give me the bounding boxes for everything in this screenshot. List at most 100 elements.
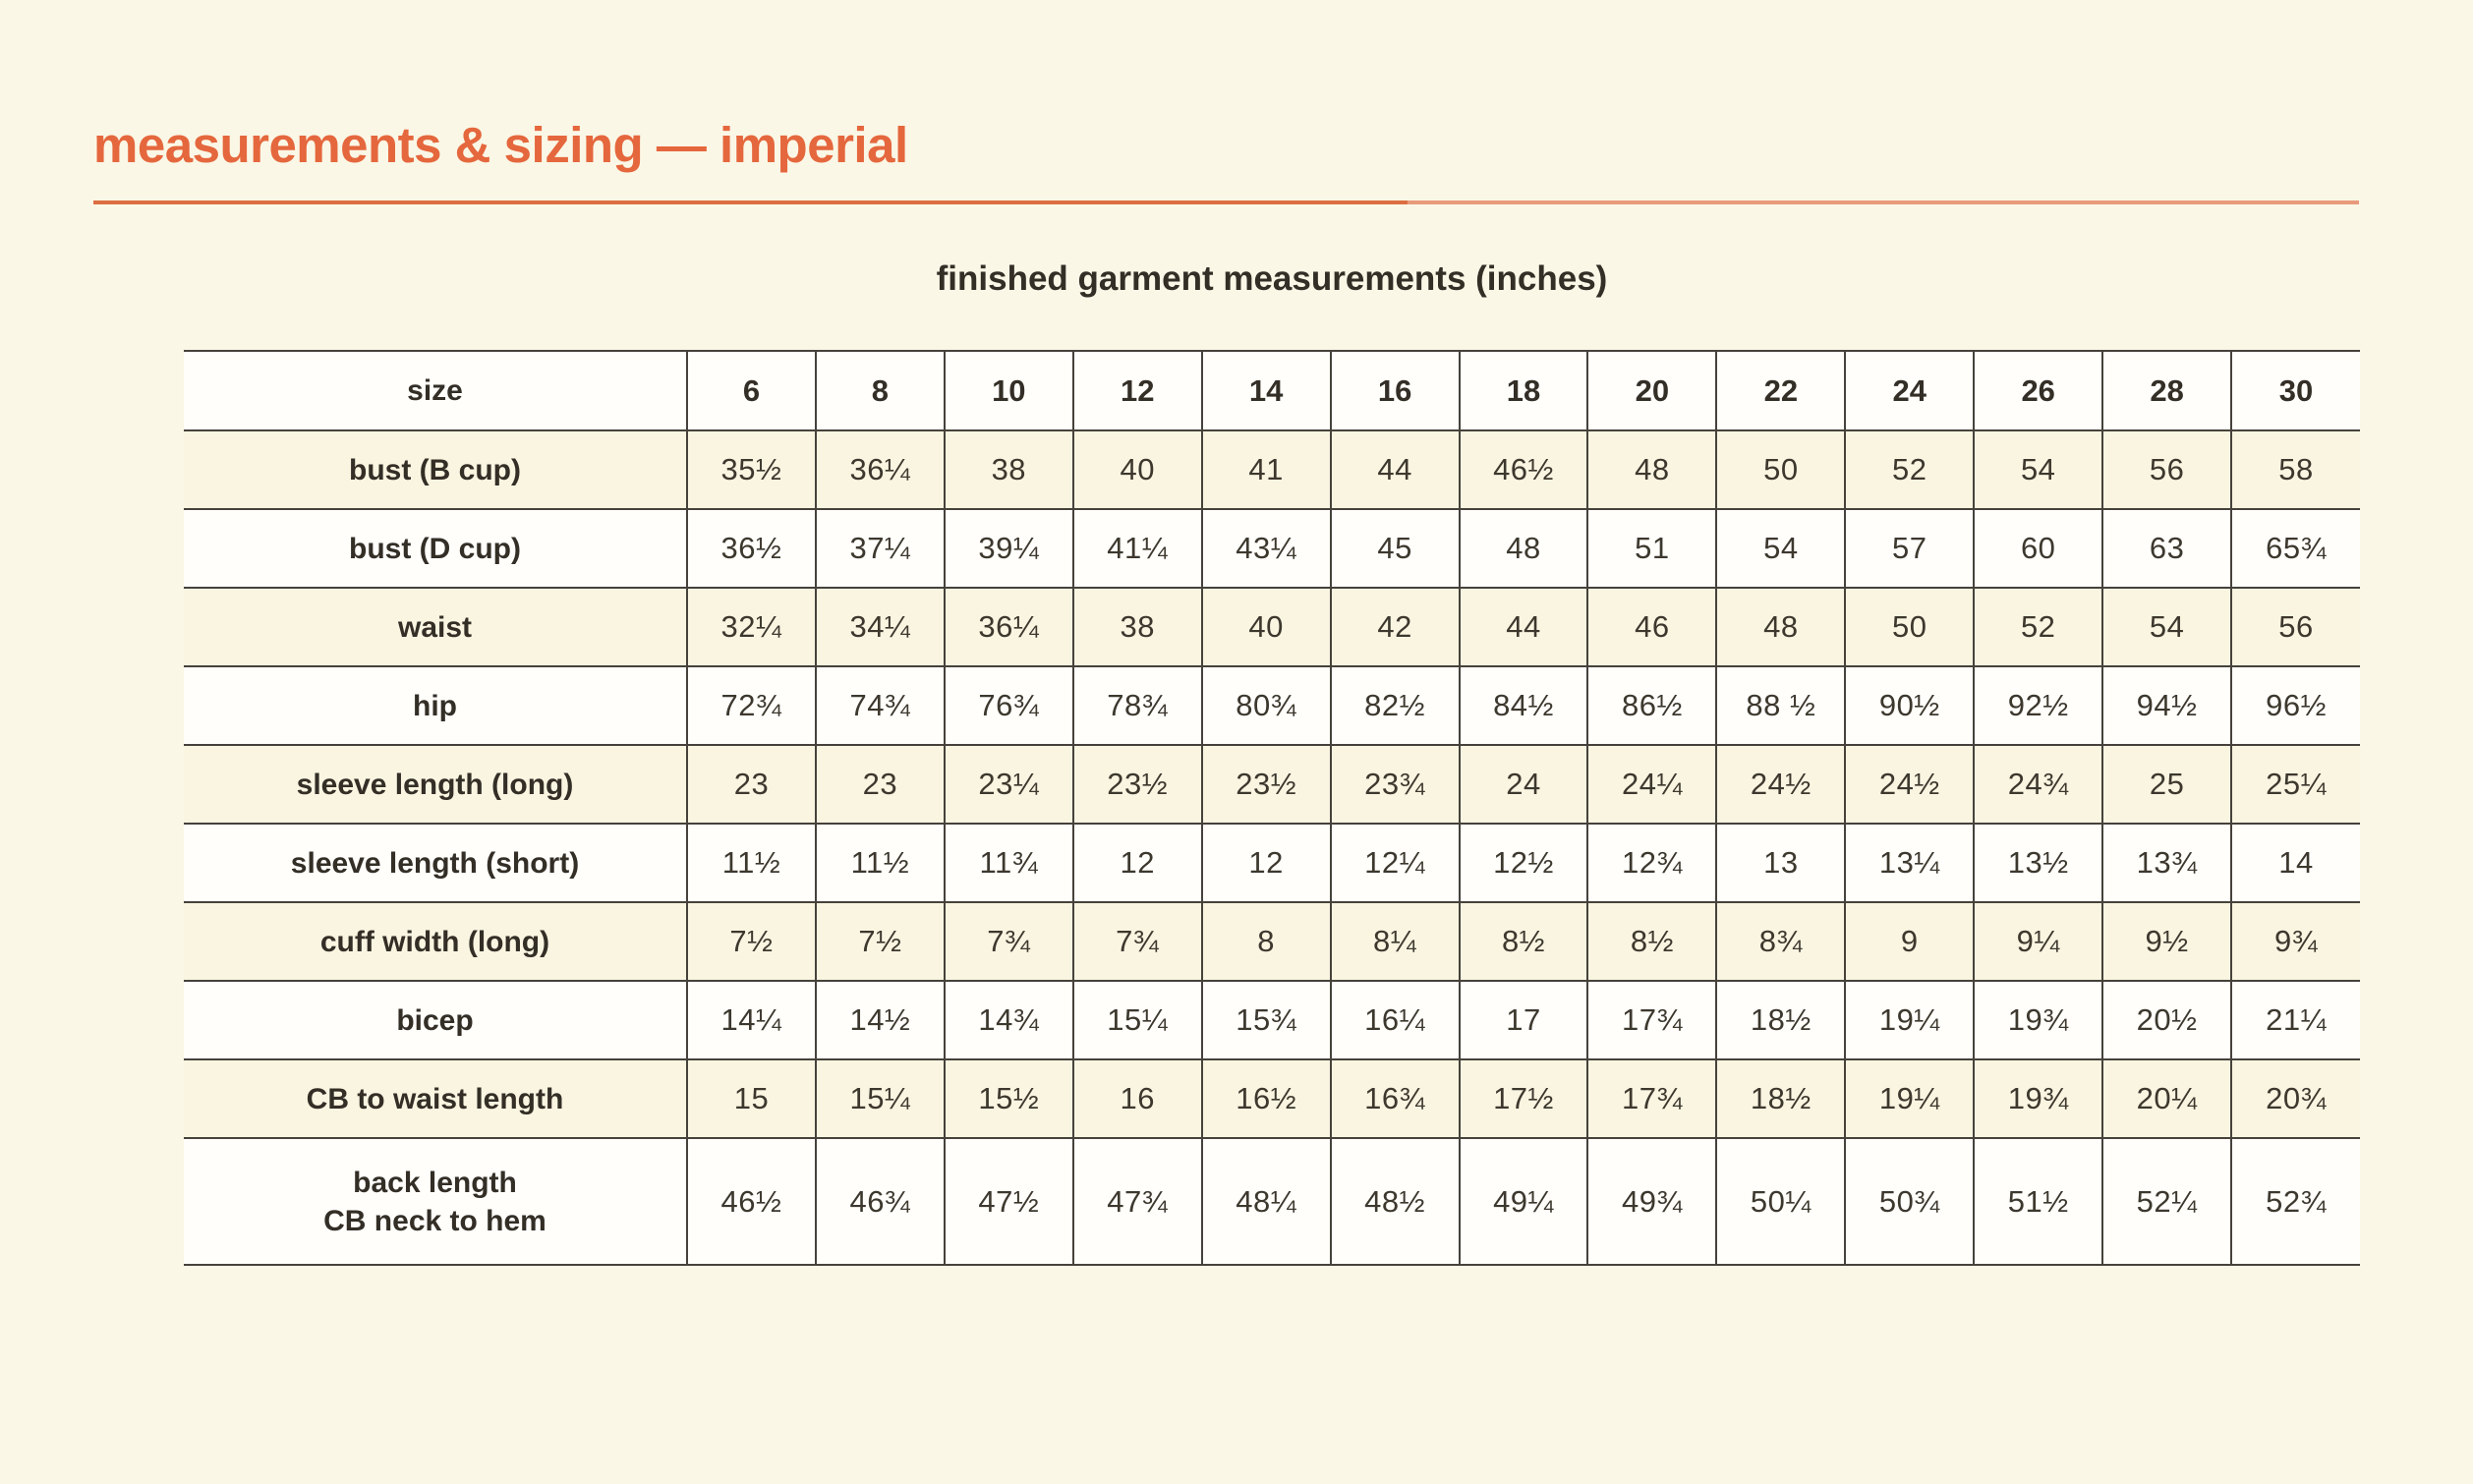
row-label: back length CB neck to hem — [184, 1137, 687, 1266]
measurement-cell: 60 — [1973, 508, 2103, 588]
measurement-cell: 18½ — [1715, 980, 1846, 1059]
measurement-cell: 72¾ — [686, 665, 816, 745]
measurement-cell: 14 — [2230, 823, 2360, 902]
size-header: 8 — [814, 350, 945, 430]
measurement-cell: 7½ — [814, 901, 945, 981]
measurement-cell: 11¾ — [943, 823, 1073, 902]
measurement-cell: 50¼ — [1715, 1137, 1846, 1266]
measurement-cell: 12½ — [1458, 823, 1588, 902]
measurement-cell: 23 — [686, 744, 816, 824]
measurement-cell: 54 — [1715, 508, 1846, 588]
measurement-cell: 9½ — [2101, 901, 2232, 981]
measurement-cell: 52¼ — [2101, 1137, 2232, 1266]
measurement-cell: 38 — [1071, 587, 1202, 666]
measurement-cell: 49¾ — [1586, 1137, 1717, 1266]
measurement-cell: 36¼ — [943, 587, 1073, 666]
measurement-cell: 9¼ — [1973, 901, 2103, 981]
measurement-cell: 13¼ — [1844, 823, 1975, 902]
measurement-cell: 9 — [1844, 901, 1975, 981]
measurement-cell: 82½ — [1329, 665, 1460, 745]
measurement-cell: 14¼ — [686, 980, 816, 1059]
size-header: 20 — [1586, 350, 1717, 430]
measurement-cell: 90½ — [1844, 665, 1975, 745]
size-header: 16 — [1329, 350, 1460, 430]
measurement-cell: 16¼ — [1329, 980, 1460, 1059]
measurement-cell: 37¼ — [814, 508, 945, 588]
measurement-cell: 8½ — [1458, 901, 1588, 981]
measurement-cell: 47¾ — [1071, 1137, 1202, 1266]
measurement-cell: 48 — [1458, 508, 1588, 588]
measurement-cell: 32¼ — [686, 587, 816, 666]
measurement-cell: 38 — [943, 429, 1073, 509]
measurement-cell: 9¾ — [2230, 901, 2360, 981]
measurement-cell: 7½ — [686, 901, 816, 981]
measurement-cell: 35½ — [686, 429, 816, 509]
measurement-cell: 45 — [1329, 508, 1460, 588]
measurement-cell: 48 — [1586, 429, 1717, 509]
measurement-cell: 46½ — [686, 1137, 816, 1266]
size-header: 28 — [2101, 350, 2232, 430]
row-label: bust (B cup) — [184, 429, 687, 509]
row-label: cuff width (long) — [184, 901, 687, 981]
measurement-cell: 23 — [814, 744, 945, 824]
measurement-cell: 11½ — [814, 823, 945, 902]
measurement-cell: 24¼ — [1586, 744, 1717, 824]
measurement-cell: 20½ — [2101, 980, 2232, 1059]
size-header: 22 — [1715, 350, 1846, 430]
size-header: 26 — [1973, 350, 2103, 430]
measurement-cell: 63 — [2101, 508, 2232, 588]
measurement-cell: 14¾ — [943, 980, 1073, 1059]
measurement-cell: 7¾ — [943, 901, 1073, 981]
measurement-cell: 24½ — [1715, 744, 1846, 824]
measurement-cell: 46 — [1586, 587, 1717, 666]
measurement-cell: 17½ — [1458, 1058, 1588, 1138]
measurement-cell: 23½ — [1200, 744, 1331, 824]
measurement-cell: 15¼ — [1071, 980, 1202, 1059]
measurement-cell: 96½ — [2230, 665, 2360, 745]
measurement-cell: 52¾ — [2230, 1137, 2360, 1266]
measurement-cell: 65¾ — [2230, 508, 2360, 588]
measurement-cell: 76¾ — [943, 665, 1073, 745]
measurement-cell: 43¼ — [1200, 508, 1331, 588]
measurement-cell: 40 — [1071, 429, 1202, 509]
measurement-cell: 15½ — [943, 1058, 1073, 1138]
measurement-cell: 52 — [1973, 587, 2103, 666]
measurement-cell: 19¼ — [1844, 980, 1975, 1059]
measurement-cell: 16¾ — [1329, 1058, 1460, 1138]
row-label: bicep — [184, 980, 687, 1059]
measurement-cell: 19¾ — [1973, 1058, 2103, 1138]
measurement-cell: 74¾ — [814, 665, 945, 745]
measurement-cell: 39¼ — [943, 508, 1073, 588]
measurement-cell: 56 — [2230, 587, 2360, 666]
table-row: bust (D cup) 36½ 37¼ 39¼ 41¼ 43¼ 45 48 51 54 57 60 6… — [184, 508, 2360, 588]
table-row: CB to waist length 15 15¼ 15½ 16 16½ 16¾ 17½ 17¾… — [184, 1058, 2360, 1138]
measurement-cell: 49¼ — [1458, 1137, 1588, 1266]
measurement-cell: 54 — [2101, 587, 2232, 666]
measurement-cell: 11½ — [686, 823, 816, 902]
measurement-cell: 19¾ — [1973, 980, 2103, 1059]
measurement-cell: 18½ — [1715, 1058, 1846, 1138]
row-label: waist — [184, 587, 687, 666]
measurement-cell: 46¾ — [814, 1137, 945, 1266]
measurement-cell: 17 — [1458, 980, 1588, 1059]
table-row: sleeve length (short) 11½ 11½ 11¾ 12 12 12¼ 12½… — [184, 823, 2360, 902]
measurement-cell: 40 — [1200, 587, 1331, 666]
measurement-cell: 42 — [1329, 587, 1460, 666]
measurement-cell: 41 — [1200, 429, 1331, 509]
measurement-cell: 24 — [1458, 744, 1588, 824]
measurement-cell: 13½ — [1973, 823, 2103, 902]
size-header: 30 — [2230, 350, 2360, 430]
measurement-cell: 58 — [2230, 429, 2360, 509]
table-row: hip 72¾ 74¾ 76¾ 78¾ 80¾ 82½ 84½ 86½ 88 ½ 90½ 92½ 94½… — [184, 665, 2360, 745]
measurement-cell: 19¼ — [1844, 1058, 1975, 1138]
measurement-cell: 47½ — [943, 1137, 1073, 1266]
size-header: 18 — [1458, 350, 1588, 430]
table-caption: finished garment measurements (inches) — [936, 259, 1608, 298]
measurement-cell: 15 — [686, 1058, 816, 1138]
row-label: CB to waist length — [184, 1058, 687, 1138]
row-label: sleeve length (long) — [184, 744, 687, 824]
measurement-cell: 46½ — [1458, 429, 1588, 509]
measurement-cell: 48¼ — [1200, 1137, 1331, 1266]
table-row: bust (B cup) 35½ 36¼ 38 40 41 44 46½ 48 50 52 54 56 5… — [184, 429, 2360, 509]
table-row: back length CB neck to hem 46½ 46¾ 47½ 47¾ 48… — [184, 1137, 2360, 1266]
